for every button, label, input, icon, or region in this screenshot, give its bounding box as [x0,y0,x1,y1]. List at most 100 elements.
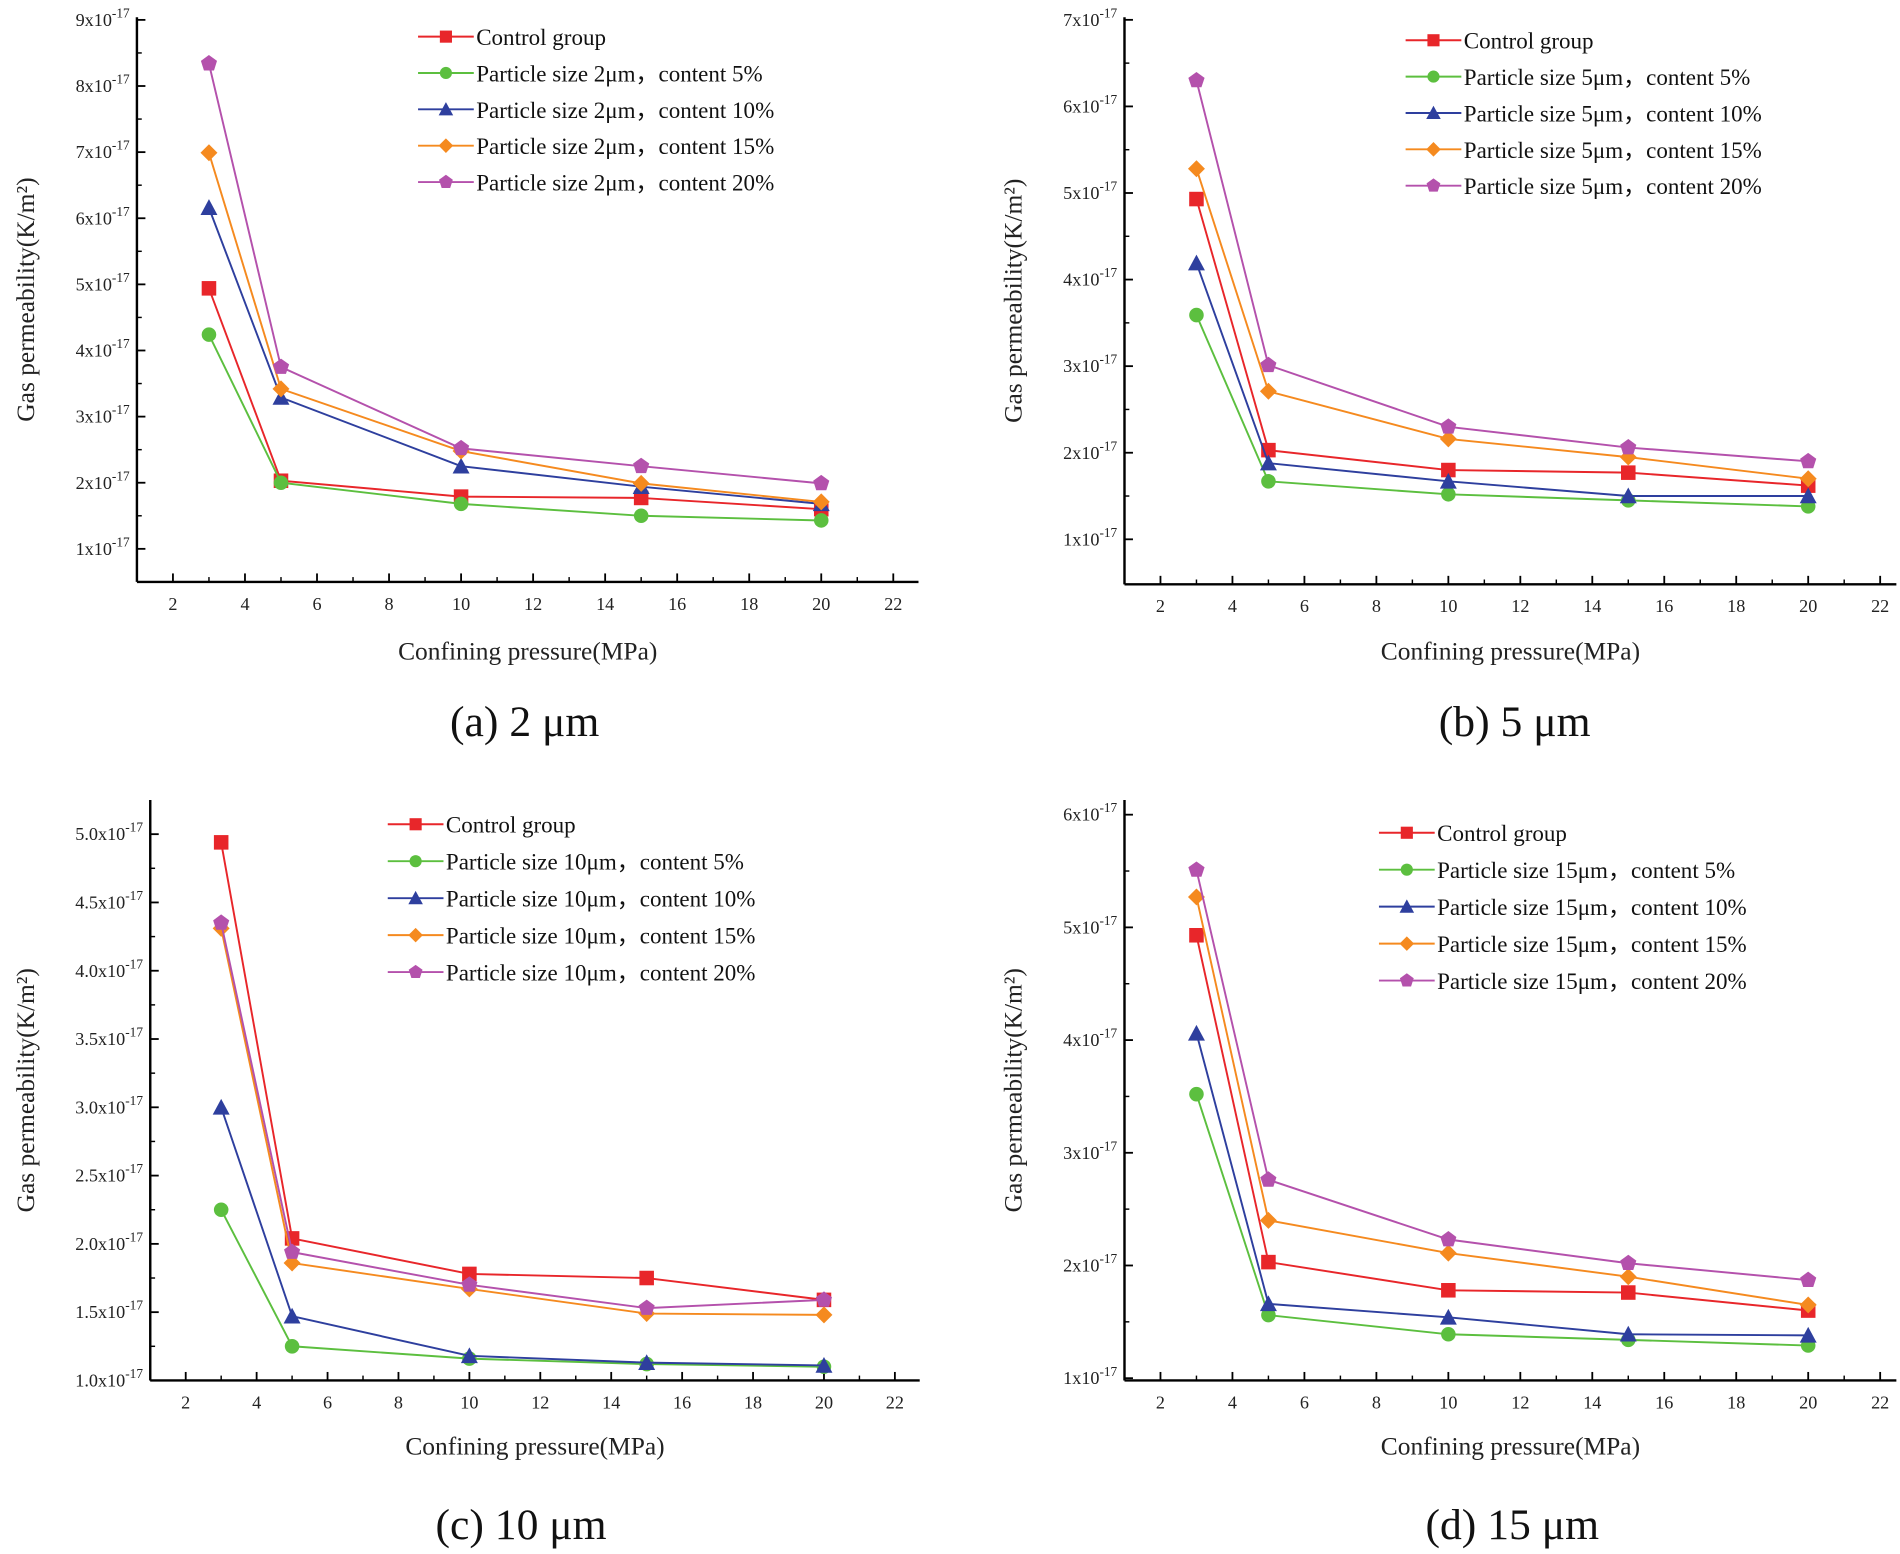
diamond-marker [632,474,650,492]
x-tick-label: 8 [394,1392,403,1412]
diamond-marker [1439,430,1457,448]
circle-marker [273,475,289,491]
y-tick-label: 6x10-17 [1063,92,1117,116]
pentagon-marker [1188,72,1205,88]
legend-label: Particle size 5μm，content 5% [1464,64,1751,90]
legend-label: Control group [1464,28,1594,54]
x-tick-label: 22 [884,594,902,614]
legend-label: Particle size 5μm，content 20% [1464,173,1762,199]
square-marker [1427,34,1440,47]
legend: Control group Particle size 5μm，content 5… [1405,28,1762,199]
legend-label: Particle size 5μm，content 15% [1464,137,1762,163]
series [212,1098,833,1373]
y-axis-label: Gas permeability(K/m²) [998,179,1027,423]
pentagon-marker [1260,356,1277,373]
square-marker [1189,927,1204,943]
triangle-marker [1426,105,1441,120]
triangle-marker [438,102,454,116]
square-marker [439,30,452,43]
panel-caption: (c) 10 μm [435,1501,606,1549]
x-tick-label: 4 [1228,596,1237,616]
x-tick-label: 22 [886,1392,904,1412]
series [1189,1086,1816,1353]
y-tick-label: 1.5x10-17 [75,1298,143,1322]
legend: Control group Particle size 10μm，content … [387,812,756,986]
pentagon-marker [1800,1271,1817,1288]
y-tick-label: 5x10-17 [1063,913,1117,937]
y-tick-label: 2x10-17 [76,468,130,492]
pentagon-marker [1440,1231,1457,1247]
diamond-marker [1259,382,1277,400]
panel-caption: (d) 15 μm [1425,1501,1599,1549]
diamond-marker [1439,1244,1457,1262]
x-tick-label: 10 [452,594,470,614]
series [1187,1024,1817,1343]
circle-marker [439,66,452,80]
chart-panel: 2 4 6 8 10 12 14 16 18 20 22 1.0x10-17 1.5x10-17 2.0x… [11,800,920,1549]
diamond-marker [1187,888,1205,906]
legend: Control group Particle size 15μm，content … [1378,820,1747,994]
y-tick-label: 1x10-17 [1063,525,1117,549]
diamond-marker [1426,142,1441,157]
square-marker [1621,1285,1636,1300]
series [1187,888,1817,1314]
circle-marker [813,513,829,528]
square-marker [1441,1283,1456,1298]
x-tick-label: 14 [1583,1392,1601,1412]
x-tick-label: 6 [1300,596,1309,616]
pentagon-marker [1188,861,1205,877]
y-tick-label: 3x10-17 [76,402,130,426]
diamond-marker [1799,1296,1817,1314]
x-tick-label: 4 [252,1392,261,1412]
square-marker [633,490,649,506]
square-marker [409,818,422,831]
triangle-marker [283,1307,301,1324]
circle-marker [633,508,649,524]
chart-panel: 2 4 6 8 10 12 14 16 18 20 22 1x10-17 2x10-17 3x10-17 4… [11,5,919,746]
y-axis-label: Gas permeability(K/m²) [11,968,40,1212]
legend-label: Particle size 5μm，content 10% [1464,100,1762,126]
y-tick-label: 4x10-17 [1063,1026,1117,1050]
x-tick-label: 18 [1727,596,1745,616]
series [1189,307,1816,514]
triangle-marker [1439,472,1457,489]
pentagon-marker [1620,1254,1637,1271]
x-tick-label: 16 [1655,1392,1673,1412]
series-line [1195,314,1809,508]
diamond-marker [408,927,423,943]
y-tick-label: 7x10-17 [1063,5,1117,29]
x-axis-label: Confining pressure(MPa) [1381,636,1640,665]
series [200,199,830,512]
legend-label: Particle size 15μm，content 5% [1437,857,1735,883]
square-marker [639,1270,654,1286]
series-line [1195,896,1809,1306]
y-tick-label: 2.0x10-17 [75,1229,143,1253]
square-marker [1189,191,1204,207]
legend-label: Particle size 2μm，content 10% [476,97,774,123]
pentagon-marker [815,1291,832,1307]
triangle-marker [212,1098,230,1115]
y-axis-label: Gas permeability(K/m²) [998,968,1027,1212]
legend: Control group Particle size 2μm，content 5… [418,24,774,196]
x-tick-label: 16 [673,1392,691,1412]
pentagon-marker [1426,178,1441,192]
triangle-marker [1799,1326,1817,1343]
x-tick-label: 20 [815,1392,833,1412]
y-tick-label: 6x10-17 [76,204,130,228]
y-tick-label: 9x10-17 [76,5,130,29]
series [201,327,829,528]
x-tick-label: 6 [312,594,321,614]
x-tick-label: 12 [524,594,542,614]
pentagon-marker [408,964,423,979]
series-line [220,928,824,1316]
y-tick-label: 7x10-17 [76,138,130,162]
x-tick-label: 18 [744,1392,762,1412]
diamond-marker [1187,160,1205,178]
y-tick-label: 1x10-17 [76,534,130,558]
legend-label: Particle size 10μm，content 15% [446,923,756,949]
x-tick-label: 14 [596,594,614,614]
circle-marker [1441,1326,1456,1342]
x-tick-label: 10 [1439,1392,1457,1412]
square-marker [1261,1254,1276,1270]
circle-marker [1441,487,1456,502]
